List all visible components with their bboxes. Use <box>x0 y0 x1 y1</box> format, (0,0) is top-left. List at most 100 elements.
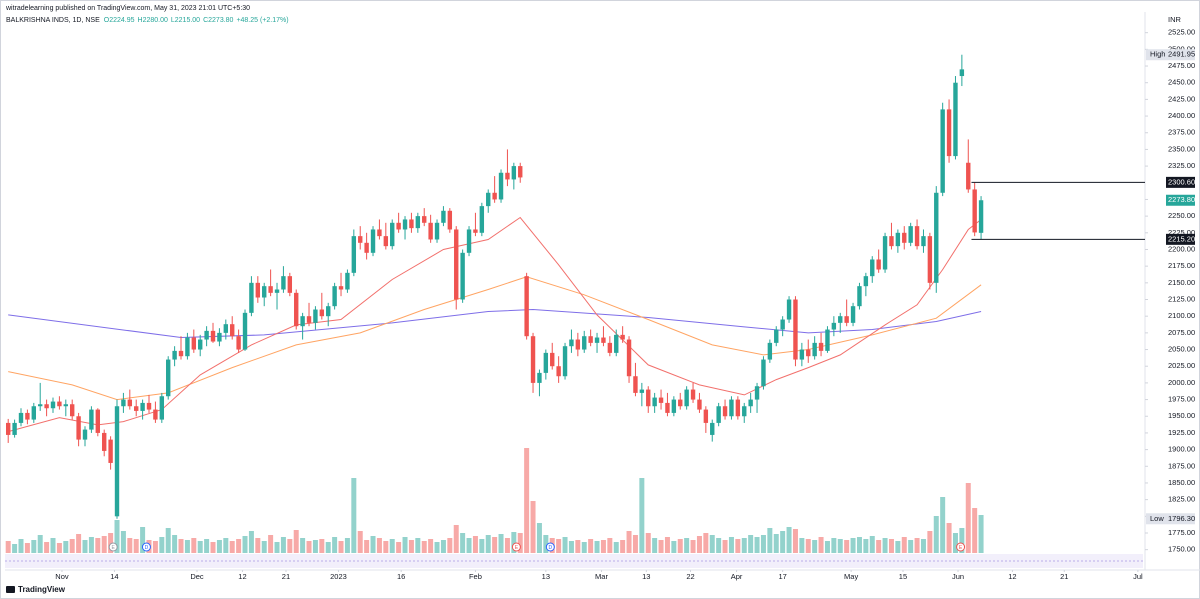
candle-body <box>556 366 561 377</box>
candle-body <box>601 337 606 343</box>
volume-bar <box>351 478 357 553</box>
volume-bar <box>645 533 651 553</box>
volume-bar <box>268 535 274 553</box>
volume-bar <box>37 535 43 553</box>
volume-bar <box>408 540 414 553</box>
volume-bar <box>332 537 338 553</box>
currency: INR <box>1168 15 1182 24</box>
volume-bar <box>511 532 517 553</box>
candle-body <box>274 289 280 293</box>
volume-bar <box>722 540 728 553</box>
volume-bar <box>466 538 472 553</box>
price-line-box <box>1166 233 1195 245</box>
candle-body <box>409 219 414 229</box>
candle-body <box>761 359 766 387</box>
candle-body <box>678 399 683 407</box>
volume-bar <box>56 543 62 553</box>
volume-bar <box>197 541 203 553</box>
candle-body <box>582 336 587 350</box>
volume-bar <box>869 536 875 553</box>
open: O2224.95 <box>104 17 135 24</box>
candle-body <box>268 286 273 293</box>
volume-bar <box>178 539 184 553</box>
volume-bar <box>818 537 824 553</box>
candle-body <box>658 397 664 403</box>
y-tick-label: 2150.00 <box>1168 278 1195 287</box>
volume-bar <box>76 534 82 553</box>
volume-bar <box>844 540 850 553</box>
volume-bar <box>588 539 594 553</box>
volume-bar <box>658 540 664 553</box>
candle-body <box>460 252 465 300</box>
volume-bar <box>620 540 626 553</box>
y-tick-label: 2375.00 <box>1168 128 1195 137</box>
y-tick-label: 2475.00 <box>1168 61 1195 70</box>
volume-bar <box>530 501 536 553</box>
volume-bar <box>901 537 907 553</box>
volume-bar <box>498 534 504 553</box>
candle-body <box>697 399 702 410</box>
x-tick-label: Nov <box>55 572 69 581</box>
candle-body <box>530 336 536 383</box>
volume-bar <box>556 539 562 553</box>
x-tick-label: 16 <box>397 572 405 581</box>
event-marker <box>141 542 151 552</box>
candle-body <box>895 232 901 247</box>
x-tick-label: Feb <box>469 572 482 581</box>
candle-body <box>63 404 69 407</box>
candle-body <box>134 406 139 411</box>
candle-body <box>729 399 734 417</box>
candle-body <box>626 339 632 377</box>
candle-body <box>108 439 113 463</box>
x-tick-label: 2023 <box>330 572 347 581</box>
volume-bar <box>664 537 670 553</box>
volume-bar <box>95 538 101 553</box>
volume-bar <box>44 542 50 553</box>
volume-bar <box>972 508 978 553</box>
volume-bar <box>882 538 888 553</box>
volume-bar <box>242 536 248 553</box>
volume-bar <box>536 523 542 553</box>
y-tick-label: 2050.00 <box>1168 345 1195 354</box>
candle-body <box>703 409 709 423</box>
volume-bar <box>613 542 619 553</box>
volume-bar <box>370 536 376 553</box>
candle-body <box>569 339 574 347</box>
x-tick-label: 17 <box>778 572 786 581</box>
y-tick-label: 1825.00 <box>1168 495 1195 504</box>
volume-bar <box>312 540 318 553</box>
volume-bar <box>677 539 683 553</box>
volume-bar <box>24 543 30 553</box>
candle-body <box>690 389 696 400</box>
event-label: E <box>515 545 519 551</box>
candle-body <box>300 316 305 327</box>
candle-body <box>82 429 88 440</box>
candle-body <box>639 389 645 393</box>
volume-bar <box>671 541 677 553</box>
candle-body <box>191 337 197 350</box>
candle-body <box>447 210 453 230</box>
high-name: High <box>1150 50 1165 59</box>
volume-bar <box>959 528 965 553</box>
volume-bar <box>472 536 478 553</box>
volume-bar <box>18 539 24 553</box>
logo-icon <box>6 586 15 593</box>
candle-body <box>863 276 869 287</box>
volume-bar <box>690 540 696 553</box>
candle-body <box>537 372 542 383</box>
volume-bar <box>280 537 286 553</box>
volume-bar <box>639 478 645 553</box>
volume-bar <box>12 544 18 553</box>
candle-body <box>396 222 401 230</box>
candle-body <box>902 232 907 243</box>
candle-body <box>326 306 331 317</box>
candle-body <box>294 292 299 327</box>
candle-body <box>742 406 747 417</box>
candle-body <box>364 242 369 253</box>
candle-body <box>370 229 376 253</box>
volume-bar <box>748 535 754 553</box>
volume-bar <box>479 539 485 553</box>
candle-body <box>428 222 433 240</box>
candle-body <box>217 332 222 342</box>
